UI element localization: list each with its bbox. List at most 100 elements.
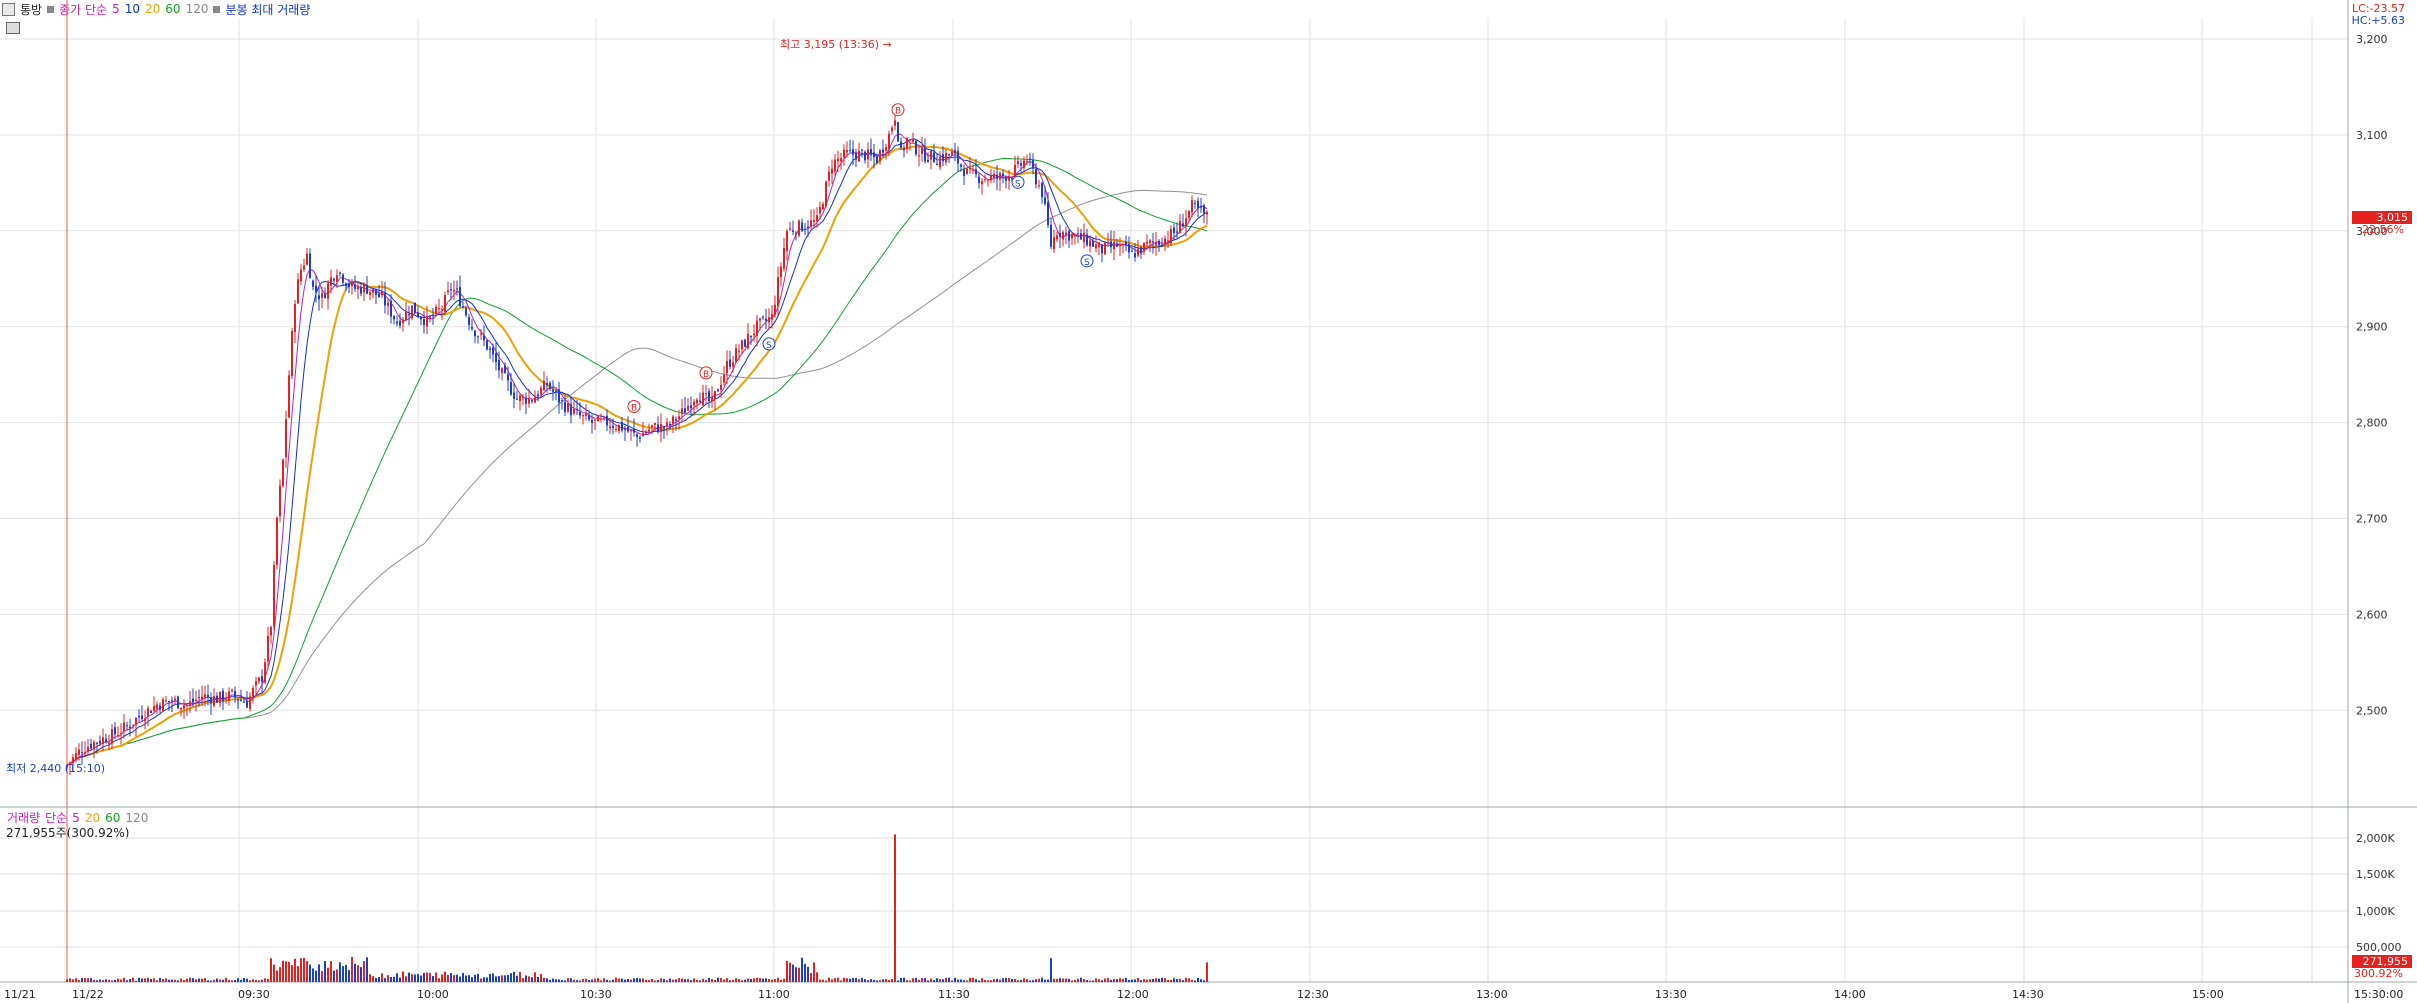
candle-body: [888, 133, 890, 150]
indicator-header: 통방 종가 단순 5 10 20 60 120 분봉 최대 거래량: [0, 0, 310, 18]
candle-body: [507, 374, 509, 381]
volume-bar: [978, 980, 980, 982]
candle-body: [1140, 247, 1142, 254]
volume-bar: [522, 978, 524, 982]
candle-body: [663, 426, 665, 429]
candle-body: [453, 289, 455, 292]
volume-value-line: 271,955주(300.92%): [6, 826, 130, 840]
candle-body: [309, 253, 311, 279]
volume-bar: [1041, 977, 1043, 982]
candle-body: [510, 382, 512, 395]
volume-bar: [912, 978, 914, 982]
candle-body: [945, 152, 947, 163]
current-change-label: 22.56%: [2362, 223, 2404, 236]
candle-body: [513, 392, 515, 399]
volume-bar: [603, 978, 605, 982]
volume-bar: [153, 978, 155, 982]
volume-bar: [627, 979, 629, 982]
volume-bar: [1122, 978, 1124, 982]
candle-body: [912, 139, 914, 142]
volume-bar: [423, 972, 425, 982]
axes: 3,200 3,100 3,000 2,900 2,800 2,700 2,600 2,500…: [4, 33, 2403, 1001]
candle-body: [471, 326, 473, 329]
volume-bar: [960, 979, 962, 982]
candle-body: [630, 430, 632, 432]
candle-body: [324, 294, 326, 298]
volume-tick-label: 500,000: [2356, 941, 2402, 954]
candle-body: [1089, 240, 1091, 247]
volume-header: 거래량 단순 5 20 60 120: [2, 809, 148, 826]
candle-body: [840, 158, 842, 162]
volume-bar: [147, 977, 149, 982]
candle-body: [339, 272, 341, 274]
candle-body: [723, 374, 725, 383]
candle-body: [1134, 253, 1136, 258]
candle-body: [1185, 218, 1187, 227]
volume-bar: [918, 979, 920, 982]
volume-bar: [819, 979, 821, 982]
candle-body: [933, 152, 935, 163]
tab-label[interactable]: 통방: [20, 2, 43, 17]
volume-bar: [1185, 977, 1187, 982]
candle-body: [768, 317, 770, 323]
time-tick-label: 13:30: [1655, 988, 1687, 1001]
volume-bar: [507, 975, 509, 982]
volume-bar: [897, 980, 899, 982]
candle-body: [1077, 232, 1079, 235]
candle-body: [765, 318, 767, 321]
collapse-icon[interactable]: [2, 2, 15, 16]
volume-bar: [570, 978, 572, 982]
period-5: 5: [112, 2, 120, 16]
candle-body: [1047, 202, 1049, 225]
volume-bar: [240, 979, 242, 982]
candle-body: [1035, 168, 1037, 185]
signal-marker: [699, 366, 713, 380]
candle-body: [273, 565, 275, 627]
candle-body: [573, 408, 575, 414]
volume-bar: [324, 960, 326, 982]
signal-label: B: [631, 404, 637, 414]
volume-bar: [873, 979, 875, 982]
volume-bar: [1149, 979, 1151, 982]
price-tick-label: 2,900: [2356, 321, 2388, 334]
candle-body: [564, 401, 566, 413]
volume-bar: [1116, 979, 1118, 982]
volume-bar: [429, 972, 431, 982]
volume-bar: [963, 980, 965, 982]
candle-body: [246, 701, 248, 708]
candle-body: [984, 179, 986, 181]
volume-bar: [945, 977, 947, 982]
volume-bar: [273, 964, 275, 982]
period-60: 60: [165, 2, 181, 16]
volume-bar: [885, 979, 887, 982]
volume-bar: [345, 964, 347, 982]
vperiod-20: 20: [84, 810, 101, 825]
candle-body: [924, 147, 926, 162]
signal-markers: B B S B S S: [627, 103, 1094, 414]
settings-icon[interactable]: [6, 22, 20, 34]
candle-body: [609, 426, 611, 429]
volume-bar: [738, 979, 740, 982]
candle-body: [72, 757, 74, 763]
volume-bar: [417, 974, 419, 982]
vperiod-120: 120: [125, 810, 149, 825]
volume-bar: [231, 980, 233, 982]
volume-bar: [120, 979, 122, 982]
candle-body: [966, 168, 968, 175]
volume-bar: [762, 978, 764, 982]
volume-bar: [75, 978, 77, 982]
volume-bar: [792, 964, 794, 982]
volume-bar: [816, 972, 818, 982]
candle-body: [108, 742, 110, 744]
volume-bar: [1056, 978, 1058, 982]
price-tick-label: 3,100: [2356, 129, 2388, 142]
volume-bar: [939, 978, 941, 982]
candle-body: [84, 752, 86, 754]
volume-bar: [96, 980, 98, 982]
candle-body: [741, 340, 743, 350]
candle-body: [1125, 241, 1127, 246]
high-label: 최고 3,195 (13:36) →: [780, 38, 892, 51]
volume-bar: [573, 979, 575, 982]
